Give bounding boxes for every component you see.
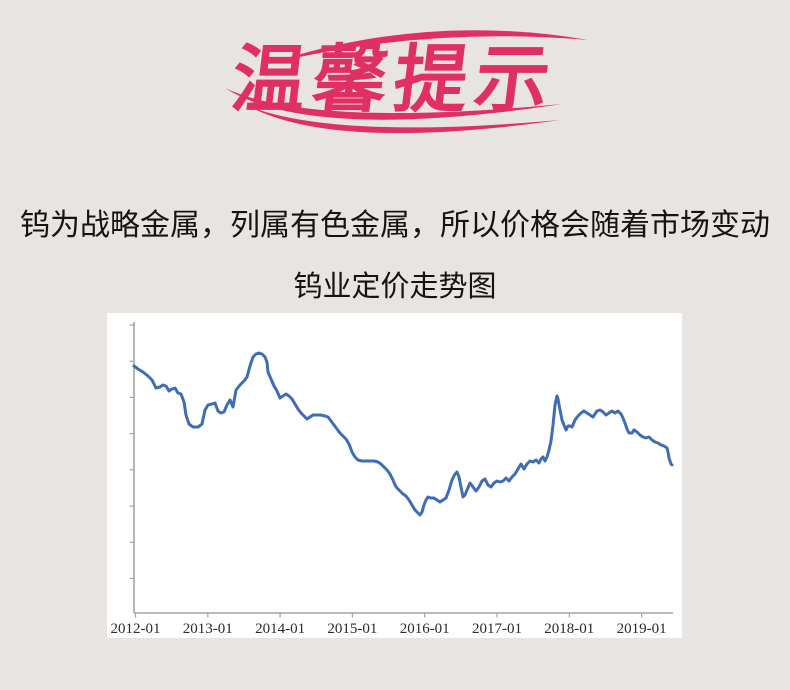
price-line	[132, 351, 674, 517]
logo-text: 温馨提示	[227, 38, 562, 121]
x-tick-label: 2015-01	[327, 621, 377, 637]
price-trend-line-chart: 2012-01 2013-01 2014-01 2015-01 2016-01 2017-…	[107, 313, 682, 638]
logo-swoosh-ornament	[225, 30, 588, 134]
swoosh-bottom-main	[225, 88, 562, 120]
x-tick-label: 2016-01	[400, 621, 450, 637]
chart-title: 钨业定价走势图	[293, 271, 497, 303]
swoosh-top	[268, 30, 588, 64]
intro-text: 钨为战略金属，列属有色金属，所以价格会随着市场变动	[20, 209, 770, 242]
x-tick-label: 2018-01	[544, 621, 594, 637]
x-tick-label: 2012-01	[111, 621, 161, 637]
x-tick-label: 2013-01	[183, 621, 233, 637]
swoosh-bottom-tail	[248, 106, 560, 134]
x-tick-label: 2019-01	[617, 621, 667, 637]
warm-tips-logo: 温馨提示	[0, 0, 790, 160]
chart-panel: 2012-01 2013-01 2014-01 2015-01 2016-01 2017-…	[107, 313, 682, 638]
x-tick-label: 2017-01	[472, 621, 522, 637]
x-tick-label: 2014-01	[255, 621, 305, 637]
